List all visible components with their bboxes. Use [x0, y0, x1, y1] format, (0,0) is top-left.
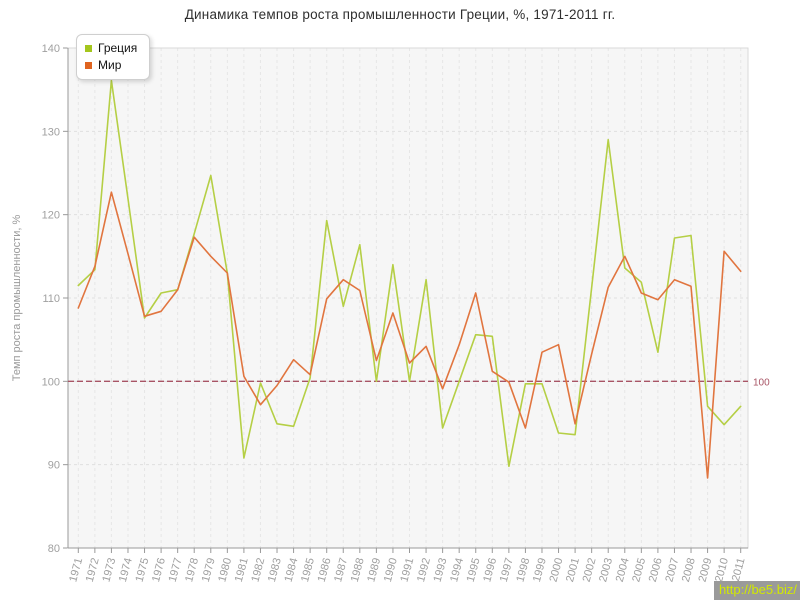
x-tick-label: 1973 — [100, 557, 118, 584]
legend-label-world: Мир — [98, 58, 122, 72]
y-axis-title: Темп роста промышленности, % — [11, 215, 23, 382]
x-tick-label: 1989 — [365, 557, 383, 584]
y-tick-label: 130 — [42, 126, 60, 138]
x-tick-label: 2003 — [597, 557, 615, 584]
x-tick-label: 1975 — [134, 557, 152, 584]
x-tick-label: 1976 — [150, 557, 168, 584]
x-tick-label: 2007 — [663, 557, 681, 584]
watermark-link[interactable]: http://be5.biz/ — [713, 581, 800, 600]
x-tick-label: 1995 — [465, 557, 483, 584]
x-tick-label: 1978 — [183, 557, 201, 584]
legend-label-greece: Греция — [98, 41, 138, 55]
x-tick-label: 1987 — [332, 557, 350, 584]
x-tick-label: 2010 — [713, 557, 731, 584]
x-tick-label: 1980 — [216, 557, 234, 584]
y-tick-label: 140 — [42, 43, 60, 55]
x-tick-label: 2001 — [564, 557, 582, 584]
x-tick-label: 1983 — [266, 557, 284, 584]
x-tick-label: 2009 — [697, 557, 715, 584]
x-tick-label: 1988 — [349, 557, 367, 584]
x-tick-label: 2005 — [630, 557, 648, 584]
x-tick-label: 2000 — [548, 557, 566, 584]
y-tick-label: 120 — [42, 210, 60, 222]
legend-item-world[interactable]: Мир — [85, 57, 137, 74]
legend: Греция Мир — [76, 34, 151, 80]
x-tick-label: 1997 — [498, 557, 516, 584]
x-tick-label: 1974 — [117, 557, 135, 584]
x-tick-label: 1991 — [398, 557, 416, 584]
series-line-world — [77, 191, 742, 479]
reference-line-label: 100 — [753, 377, 770, 388]
x-tick-label: 1984 — [283, 557, 301, 584]
x-tick-label: 2006 — [647, 557, 665, 584]
x-tick-label: 1977 — [167, 557, 185, 584]
x-tick-label: 2011 — [730, 557, 748, 583]
x-tick-label: 2002 — [581, 557, 599, 584]
y-tick-label: 110 — [42, 293, 60, 305]
y-tick-label: 90 — [48, 460, 60, 472]
x-tick-label: 1972 — [84, 557, 102, 584]
greece-series-swatch — [85, 45, 92, 52]
x-tick-label: 1979 — [200, 557, 218, 584]
x-tick-label: 1990 — [382, 557, 400, 584]
x-tick-label: 1981 — [233, 557, 251, 584]
x-tick-label: 1992 — [415, 557, 433, 584]
legend-item-greece[interactable]: Греция — [85, 40, 137, 57]
chart-title: Динамика темпов роста промышленности Гре… — [184, 7, 616, 22]
x-tick-label: 2004 — [614, 557, 632, 584]
x-tick-label: 1994 — [448, 557, 466, 584]
x-tick-label: 1998 — [514, 557, 532, 584]
y-tick-label: 100 — [42, 376, 60, 388]
world-series-swatch — [85, 62, 92, 69]
x-tick-label: 1985 — [299, 557, 317, 584]
x-tick-label: 1986 — [316, 557, 334, 584]
x-tick-label: 1971 — [67, 557, 85, 584]
x-tick-label: 1993 — [432, 557, 450, 584]
x-tick-label: 1996 — [481, 557, 499, 584]
x-tick-label: 1999 — [531, 557, 549, 584]
x-tick-label: 1982 — [249, 557, 267, 584]
x-tick-label: 2008 — [680, 557, 698, 584]
y-tick-label: 80 — [48, 543, 60, 555]
